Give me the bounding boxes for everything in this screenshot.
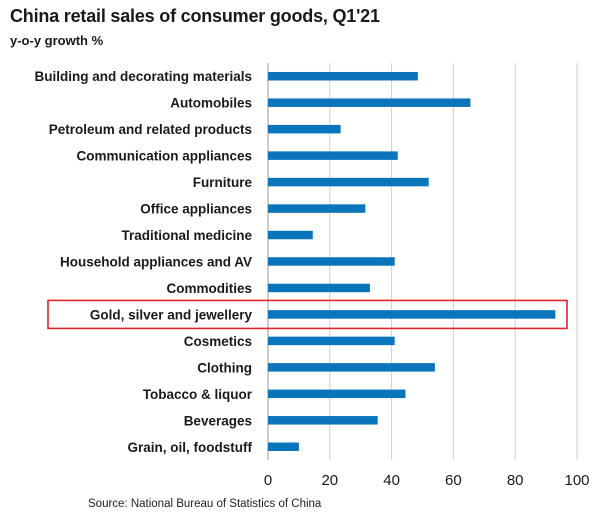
- category-label: Household appliances and AV: [60, 255, 252, 270]
- category-label: Gold, silver and jewellery: [90, 307, 253, 322]
- bar: [268, 230, 313, 240]
- category-label: Furniture: [193, 175, 253, 190]
- category-label: Cosmetics: [184, 334, 252, 349]
- x-tick-label: 40: [383, 472, 400, 489]
- bar: [268, 310, 556, 319]
- category-label: Petroleum and related products: [49, 122, 252, 137]
- category-label: Communication appliances: [76, 149, 252, 164]
- bar: [268, 124, 341, 134]
- bar: [268, 151, 398, 160]
- category-label: Beverages: [184, 413, 252, 428]
- bar: [268, 442, 299, 452]
- bar: [268, 71, 418, 81]
- bar: [268, 416, 378, 425]
- x-tick-label: 100: [564, 472, 589, 489]
- bar: [268, 363, 435, 372]
- bar: [268, 98, 471, 107]
- category-label: Grain, oil, foodstuff: [128, 440, 253, 455]
- category-label: Traditional medicine: [121, 228, 252, 243]
- bar: [268, 283, 370, 293]
- source-note: Source: National Bureau of Statistics of…: [88, 498, 322, 510]
- category-label: Clothing: [197, 360, 252, 375]
- highlight-box: [47, 299, 568, 330]
- bar: [268, 177, 429, 187]
- category-label: Commodities: [166, 281, 252, 296]
- category-label: Tobacco & liquor: [143, 387, 253, 402]
- chart-title: China retail sales of consumer goods, Q1…: [10, 6, 380, 26]
- x-tick-label: 60: [445, 472, 462, 489]
- chart-subtitle: y-o-y growth %: [10, 33, 104, 48]
- x-tick-label: 20: [321, 472, 338, 489]
- bar: [268, 204, 366, 213]
- category-label: Building and decorating materials: [34, 69, 252, 84]
- x-tick-label: 80: [507, 472, 524, 489]
- x-tick-label: 0: [264, 472, 272, 489]
- category-label: Automobiles: [170, 96, 252, 111]
- bar: [268, 336, 395, 346]
- bar: [268, 257, 395, 266]
- category-label: Office appliances: [140, 202, 252, 217]
- bar: [268, 389, 406, 399]
